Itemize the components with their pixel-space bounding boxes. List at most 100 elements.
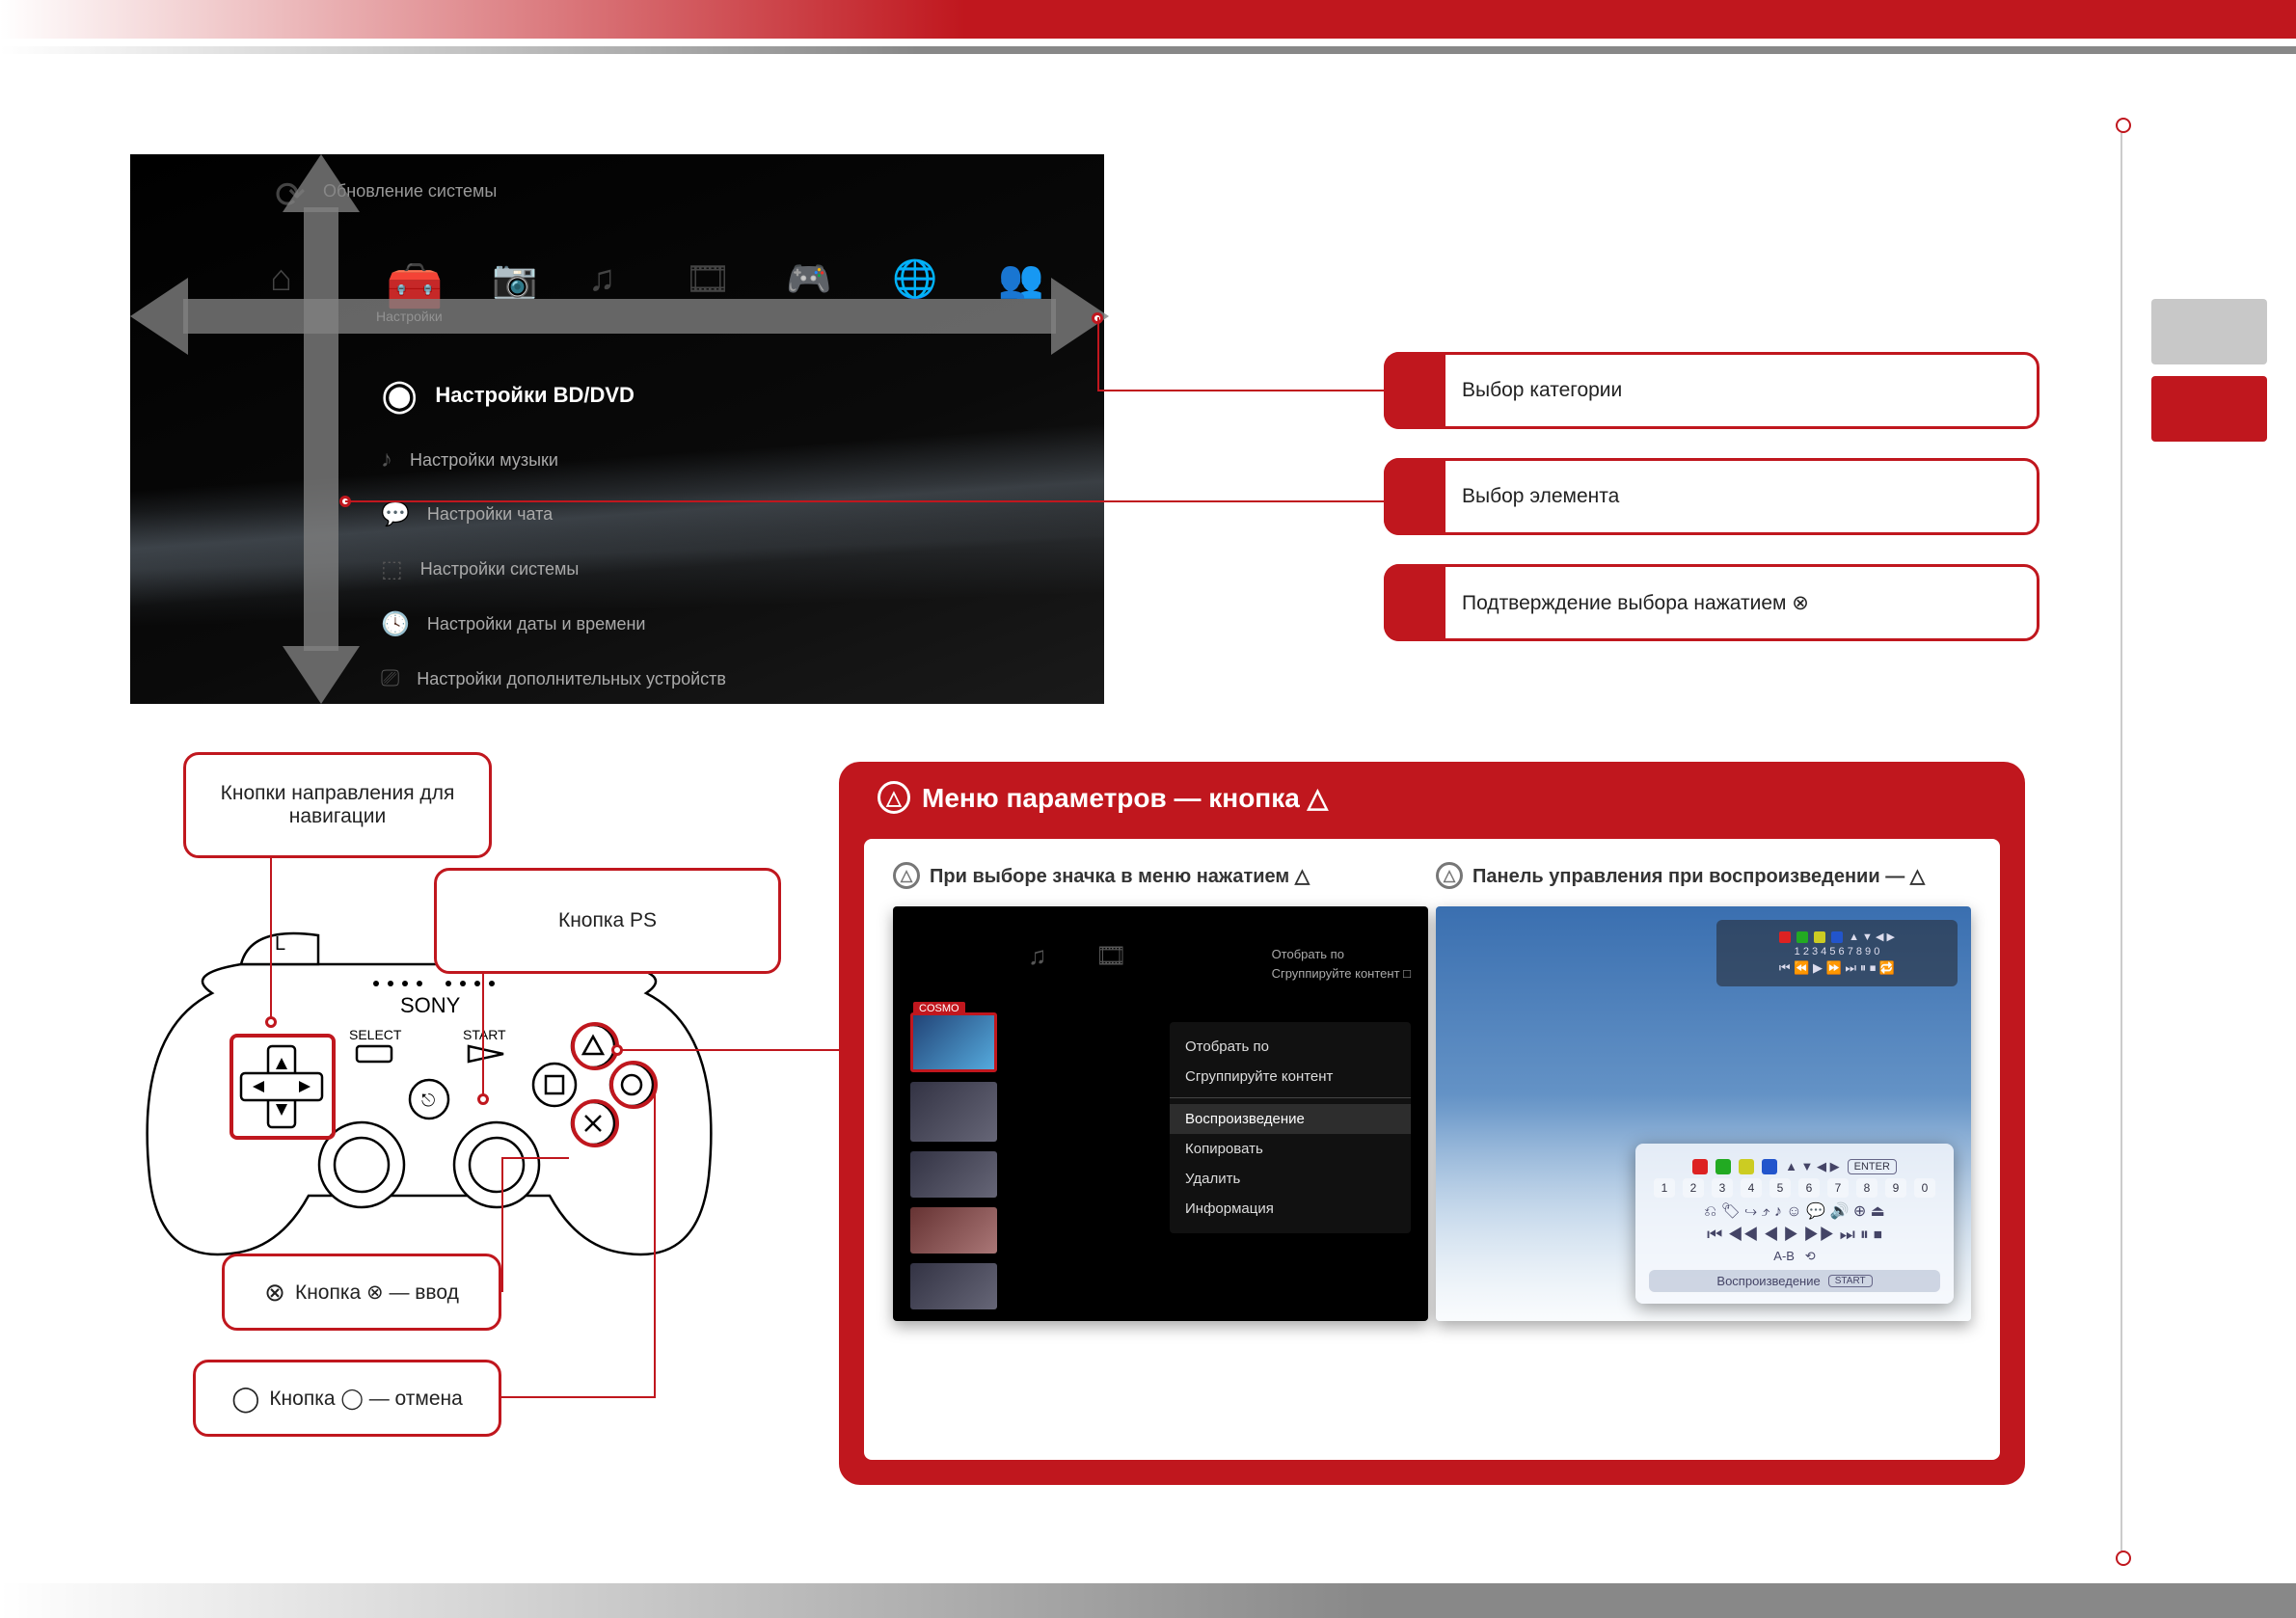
- options-left-title: При выборе значка в меню нажатием △: [930, 864, 1310, 888]
- connector-line: [501, 1157, 503, 1292]
- options-panel: △ Меню параметров — кнопка △ △ При выбор…: [839, 762, 2025, 1485]
- pad-callout-ps: Кнопка PS: [434, 868, 781, 974]
- options-title: Меню параметров — кнопка △: [922, 782, 1328, 814]
- connector-dot: [265, 1016, 277, 1028]
- sort-text: Сгруппируйте контент □: [1272, 964, 1411, 984]
- num-key[interactable]: 2: [1683, 1178, 1704, 1198]
- video-icon: 🎞: [1095, 941, 1127, 971]
- ab-row: A-B ⟲: [1649, 1249, 1940, 1264]
- ctx-item[interactable]: Копировать: [1170, 1134, 1411, 1164]
- svg-text:⎋: ⎋: [421, 1091, 435, 1110]
- options-heading: △ Меню параметров — кнопка △: [839, 762, 2025, 814]
- xmb-item-label: Настройки системы: [420, 559, 580, 580]
- sort-text: Отобрать по: [1272, 945, 1411, 964]
- pad-callout-dpad: Кнопки направления для навигации: [183, 752, 492, 858]
- connector-line: [501, 1157, 569, 1159]
- red-key[interactable]: [1692, 1159, 1708, 1174]
- controller-brand: SONY: [400, 993, 461, 1017]
- top-red-bar: [1607, 0, 2296, 39]
- connector-line: [270, 858, 272, 1022]
- pad-callout-text: Кнопка ◯ — отмена: [269, 1387, 462, 1411]
- thumbnail: [910, 1263, 997, 1309]
- context-menu: Отобрать по Сгруппируйте контент Воспрои…: [1170, 1022, 1411, 1233]
- triangle-icon: △: [878, 781, 910, 814]
- grey-rule: [0, 46, 2296, 54]
- connector-line: [1097, 390, 1387, 391]
- callout-item: Выбор элемента: [1384, 458, 2039, 535]
- side-tab-grey: [2151, 299, 2267, 364]
- playback-label: Воспроизведение: [1716, 1274, 1820, 1288]
- connector-line: [501, 1396, 656, 1398]
- vertical-nav-arrow: [294, 154, 348, 704]
- xmb-item-label: Настройки дополнительных устройств: [417, 669, 726, 689]
- thumbnail: [910, 1207, 997, 1254]
- num-key[interactable]: 8: [1856, 1178, 1877, 1198]
- icons-row: ⎌ 🏷 ↪ ⤴ ♪ ☺ 💬 🔊 ⊕ ⏏: [1649, 1201, 1940, 1221]
- connector-dot: [611, 1044, 623, 1056]
- ctx-item[interactable]: Отобрать по: [1170, 1032, 1411, 1062]
- xmb-item: 🕓 Настройки даты и времени: [381, 597, 726, 652]
- num-key[interactable]: 4: [1741, 1178, 1762, 1198]
- options-right-column: △ Панель управления при воспроизведении …: [1436, 862, 1971, 1321]
- svg-text:SELECT: SELECT: [349, 1027, 402, 1042]
- connector-line: [617, 1049, 841, 1051]
- clock-icon: 🕓: [381, 610, 410, 638]
- enter-key[interactable]: ENTER: [1848, 1159, 1897, 1174]
- xmb-item-label: Настройки музыки: [410, 450, 558, 471]
- options-right-title: Панель управления при воспроизведении — …: [1472, 864, 1925, 888]
- xmb-item: ♪ Настройки музыки: [381, 433, 726, 487]
- thumbnail-selected: [910, 1012, 997, 1072]
- circle-icon: ◯: [231, 1384, 259, 1414]
- num-key[interactable]: 3: [1712, 1178, 1733, 1198]
- triangle-icon: △: [893, 862, 920, 889]
- svg-text:START: START: [463, 1027, 506, 1042]
- ctx-item-selected[interactable]: Воспроизведение: [1170, 1104, 1411, 1134]
- pad-callout-circle: ◯ Кнопка ◯ — отмена: [193, 1360, 501, 1437]
- x-icon: ⊗: [264, 1278, 285, 1308]
- num-keys-row: 1 2 3 4 5 6 7 8 9 0: [1649, 1178, 1940, 1198]
- music-icon: ♫: [1028, 941, 1047, 971]
- top-gradient-bar: [0, 0, 1607, 39]
- xmb-item: ⎚ Настройки дополнительных устройств: [381, 652, 726, 704]
- xmb-item: 💬 Настройки чата: [381, 487, 726, 542]
- svg-text:L: L: [275, 933, 285, 955]
- num-key[interactable]: 5: [1769, 1178, 1791, 1198]
- sort-label: Отобрать по Сгруппируйте контент □: [1272, 945, 1411, 983]
- start-key[interactable]: START: [1828, 1275, 1873, 1287]
- connector-line: [482, 974, 484, 1099]
- ctx-item[interactable]: Информация: [1170, 1194, 1411, 1224]
- xmb-item-label: Настройки чата: [427, 504, 553, 525]
- xmb-item-label: Настройки даты и времени: [427, 614, 646, 634]
- yellow-key[interactable]: [1739, 1159, 1754, 1174]
- disc-icon: ◉: [381, 370, 418, 419]
- thumbnail: [910, 1082, 997, 1142]
- num-key[interactable]: 7: [1827, 1178, 1849, 1198]
- options-left-column: △ При выборе значка в меню нажатием △ ♫ …: [893, 862, 1428, 1321]
- cube-icon: ⬚: [381, 555, 403, 583]
- xmb-screenshot: ⟳ Обновление системы ⌂ 🧰 📷 ♫ 🎞 🎮 🌐 👥 Нас…: [130, 154, 1104, 704]
- thumbnail-strip: [910, 1012, 1007, 1309]
- inner-screenshot-xmb: ♫ 🎞 Отобрать по Сгруппируйте контент □ О…: [893, 906, 1428, 1321]
- callout-text: Подтверждение выбора нажатием ⊗: [1462, 591, 1809, 615]
- connector-dot: [477, 1093, 489, 1105]
- color-keys-row: ▲ ▼ ◀ ▶ ENTER: [1649, 1159, 1940, 1174]
- num-key[interactable]: 9: [1885, 1178, 1906, 1198]
- connector-line: [345, 500, 1387, 502]
- bottom-gradient-bar: [0, 1583, 2296, 1618]
- ctx-item[interactable]: Сгруппируйте контент: [1170, 1062, 1411, 1092]
- playback-control-panel: ▲ ▼ ◀ ▶ ENTER 1 2 3 4 5 6 7 8 9 0: [1635, 1144, 1954, 1304]
- num-key[interactable]: 0: [1914, 1178, 1935, 1198]
- options-left-heading: △ При выборе значка в меню нажатием △: [893, 862, 1428, 889]
- xmb-item-selected: ◉ Настройки BD/DVD: [381, 357, 726, 433]
- pad-callout-x: ⊗ Кнопка ⊗ — ввод: [222, 1254, 501, 1331]
- horizontal-nav-arrow: [130, 289, 1109, 343]
- ctx-item[interactable]: Удалить: [1170, 1164, 1411, 1194]
- pad-callout-text: Кнопки направления для навигации: [202, 782, 473, 828]
- x-highlight: [571, 1099, 619, 1147]
- green-key[interactable]: [1715, 1159, 1731, 1174]
- num-key[interactable]: 1: [1654, 1178, 1675, 1198]
- blue-key[interactable]: [1762, 1159, 1777, 1174]
- xmb-item: ⬚ Настройки системы: [381, 542, 726, 597]
- num-key[interactable]: 6: [1798, 1178, 1820, 1198]
- right-guide-line: [2120, 123, 2122, 1560]
